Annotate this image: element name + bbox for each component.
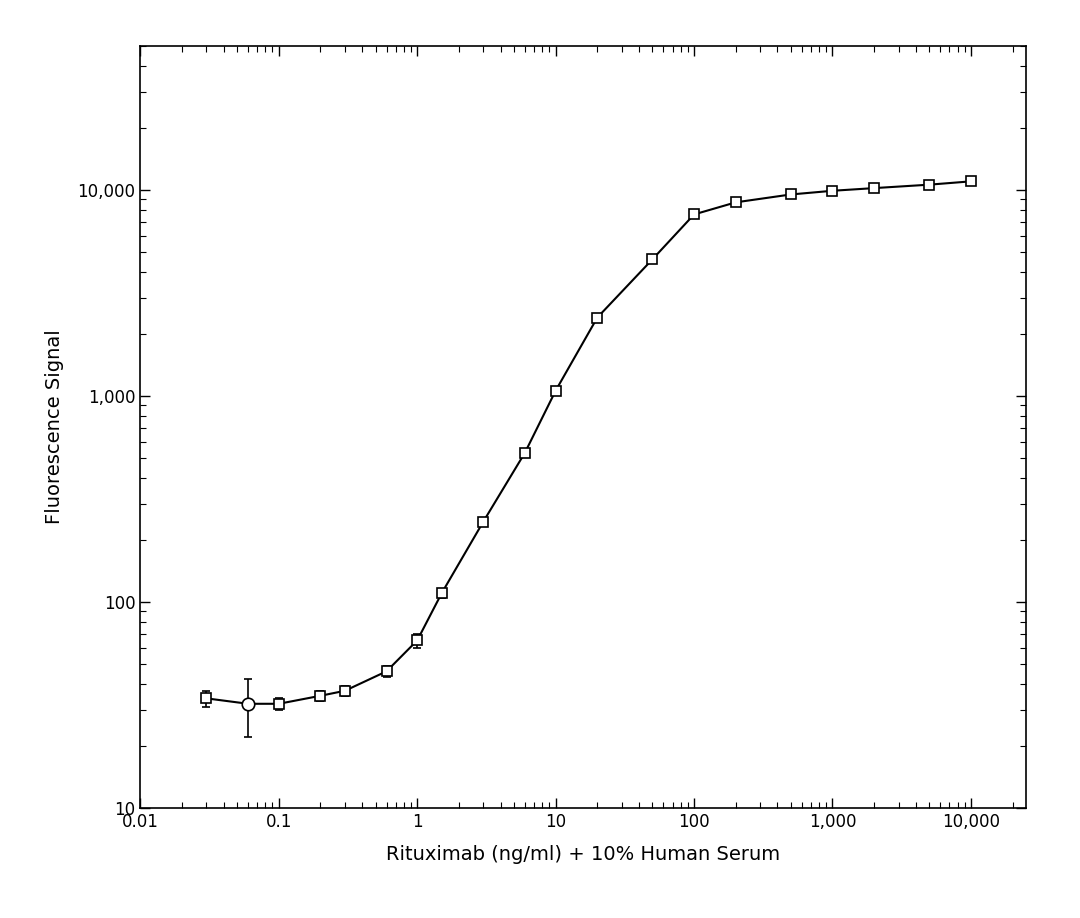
X-axis label: Rituximab (ng/ml) + 10% Human Serum: Rituximab (ng/ml) + 10% Human Serum	[387, 845, 780, 864]
Y-axis label: Fluorescence Signal: Fluorescence Signal	[44, 330, 64, 524]
